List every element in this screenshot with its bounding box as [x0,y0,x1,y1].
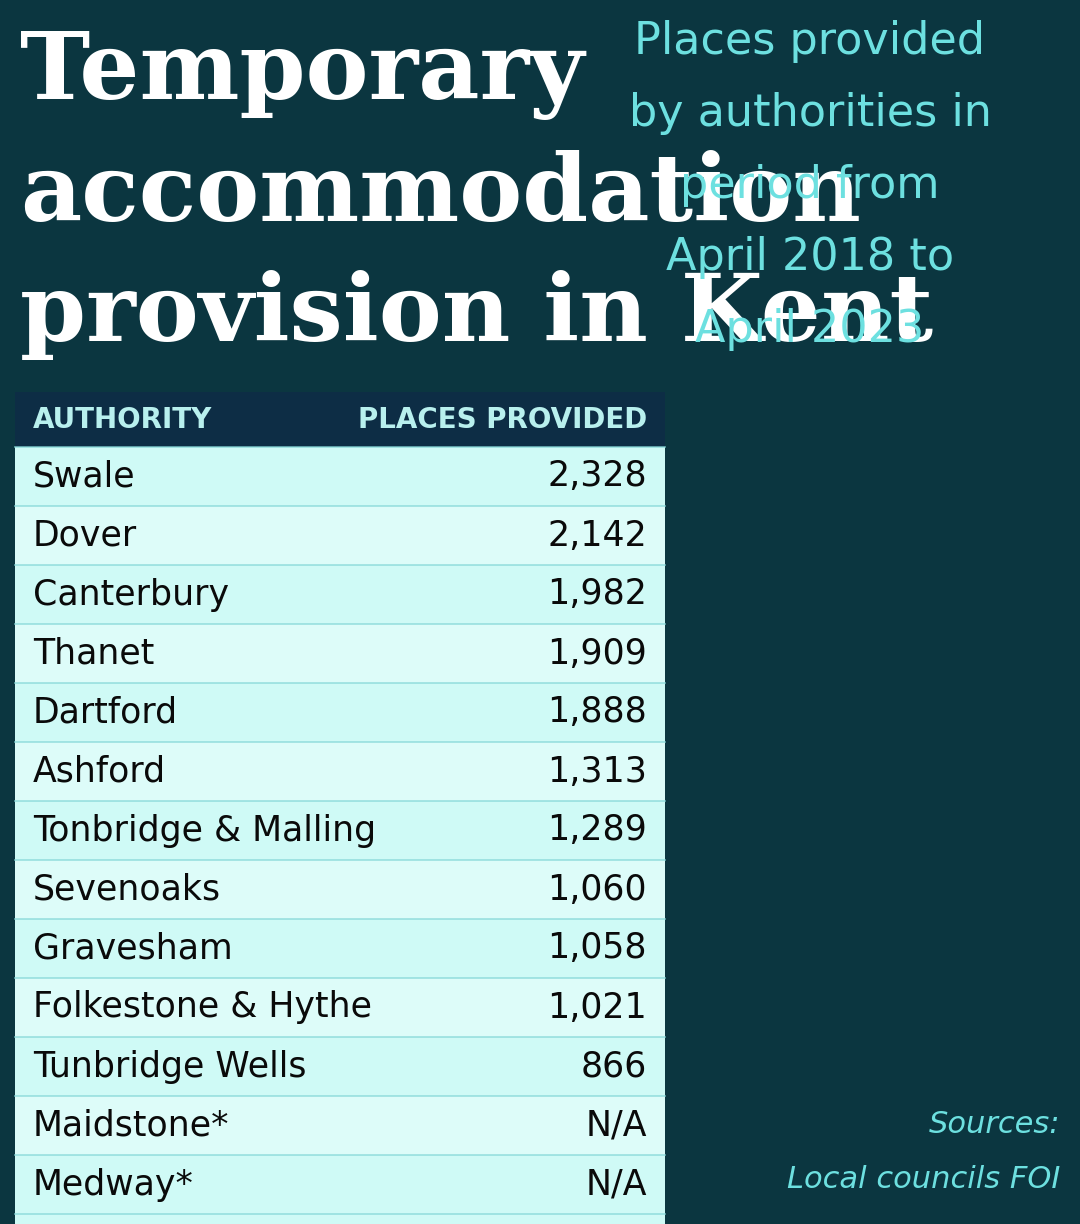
Bar [15,447,665,506]
Text: Dover: Dover [33,519,137,552]
Text: 1,313: 1,313 [548,754,647,788]
Text: provision in Kent: provision in Kent [21,271,933,360]
Text: Sevenoaks: Sevenoaks [33,873,221,907]
Text: Sources:: Sources: [929,1110,1059,1140]
Text: N/A: N/A [585,1109,647,1142]
Text: Temporary: Temporary [21,31,584,120]
Text: 1,289: 1,289 [548,814,647,847]
Text: Tunbridge Wells: Tunbridge Wells [33,1049,307,1083]
Bar [15,919,665,978]
Text: 1,909: 1,909 [548,636,647,671]
Text: Folkestone & Hythe: Folkestone & Hythe [33,990,372,1024]
Text: 1,060: 1,060 [548,873,647,907]
Text: Medway*: Medway* [33,1168,194,1202]
Bar [15,392,665,447]
Text: Local councils FOI: Local councils FOI [786,1165,1059,1193]
Text: Canterbury: Canterbury [33,578,229,612]
Text: Swale: Swale [33,459,136,493]
Bar [15,1155,665,1214]
Bar [15,683,665,742]
Bar [15,565,665,624]
Text: 1,021: 1,021 [548,990,647,1024]
Text: Tonbridge & Malling: Tonbridge & Malling [33,814,376,847]
Text: PLACES PROVIDED: PLACES PROVIDED [357,405,647,433]
Text: period from: period from [680,164,940,207]
Bar [15,1214,665,1224]
Text: Places provided: Places provided [635,20,986,62]
Text: N/A: N/A [585,1168,647,1202]
Text: 2,142: 2,142 [548,519,647,552]
Bar [15,624,665,683]
Text: 1,982: 1,982 [548,578,647,612]
Bar [15,800,665,860]
Text: 2,328: 2,328 [548,459,647,493]
Bar [15,860,665,919]
Text: accommodation: accommodation [21,151,861,240]
Text: Dartford: Dartford [33,695,178,730]
Text: by authorities in: by authorities in [629,92,991,135]
Text: 1,888: 1,888 [548,695,647,730]
Text: AUTHORITY: AUTHORITY [33,405,213,433]
Text: Maidstone*: Maidstone* [33,1109,229,1142]
Bar [15,1095,665,1155]
Text: Thanet: Thanet [33,636,154,671]
Bar [15,506,665,565]
Text: April 2018 to: April 2018 to [666,236,954,279]
Text: 1,058: 1,058 [548,931,647,966]
Text: Ashford: Ashford [33,754,166,788]
Text: April 2023: April 2023 [696,308,924,351]
Text: 866: 866 [581,1049,647,1083]
Bar [15,742,665,800]
Bar [15,978,665,1037]
Bar [15,1037,665,1095]
Text: Gravesham: Gravesham [33,931,233,966]
